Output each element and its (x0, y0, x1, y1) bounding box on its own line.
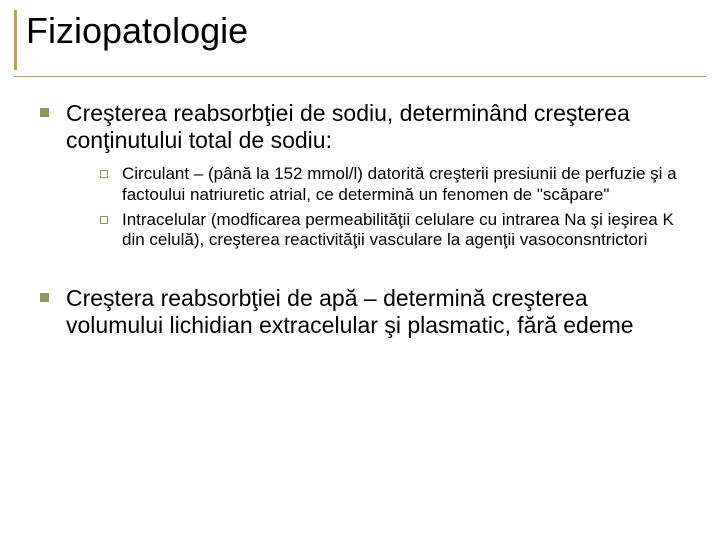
slide: Fiziopatologie Creşterea reabsorbţiei de… (0, 0, 720, 540)
sub-list-item: Intracelular (modficarea permeabilităţii… (100, 210, 690, 251)
list-item-text: Creştera reabsorbţiei de apă – determină… (66, 285, 634, 338)
list-item: Creşterea reabsorbţiei de sodiu, determi… (40, 100, 690, 154)
spacer (40, 271, 690, 285)
content-area: Creşterea reabsorbţiei de sodiu, determi… (40, 100, 690, 349)
hollow-square-bullet-icon (100, 216, 108, 224)
sub-list: Circulant – (până la 152 mmol/l) datorit… (100, 164, 690, 251)
slide-title: Fiziopatologie (26, 10, 248, 52)
accent-bar (14, 10, 17, 70)
square-bullet-icon (40, 293, 49, 302)
sub-list-item-text: Intracelular (modficarea permeabilităţii… (122, 210, 674, 250)
sub-list-item: Circulant – (până la 152 mmol/l) datorit… (100, 164, 690, 205)
hollow-square-bullet-icon (100, 170, 108, 178)
list-item-text: Creşterea reabsorbţiei de sodiu, determi… (66, 100, 630, 153)
square-bullet-icon (40, 108, 49, 117)
sub-list-item-text: Circulant – (până la 152 mmol/l) datorit… (122, 164, 677, 204)
list-item: Creştera reabsorbţiei de apă – determină… (40, 285, 690, 339)
title-divider (14, 76, 706, 77)
